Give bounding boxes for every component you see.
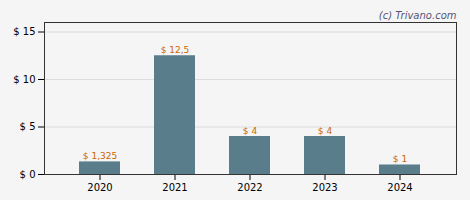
svg-text:$ 10: $ 10 [13, 74, 35, 85]
svg-text:2022: 2022 [237, 182, 262, 193]
svg-text:$ 4: $ 4 [243, 126, 258, 136]
svg-text:2023: 2023 [312, 182, 337, 193]
svg-text:$ 1: $ 1 [393, 154, 407, 164]
svg-text:$ 4: $ 4 [318, 126, 333, 136]
svg-text:(c) Trivano.com: (c) Trivano.com [379, 10, 457, 21]
svg-text:2024: 2024 [387, 182, 412, 193]
svg-text:2021: 2021 [162, 182, 187, 193]
svg-text:$ 15: $ 15 [13, 26, 35, 37]
svg-text:$ 0: $ 0 [20, 169, 36, 180]
svg-text:$ 1,325: $ 1,325 [83, 151, 117, 161]
svg-text:2020: 2020 [87, 182, 112, 193]
svg-text:$ 12,5: $ 12,5 [161, 45, 190, 55]
svg-text:$ 5: $ 5 [20, 121, 36, 132]
